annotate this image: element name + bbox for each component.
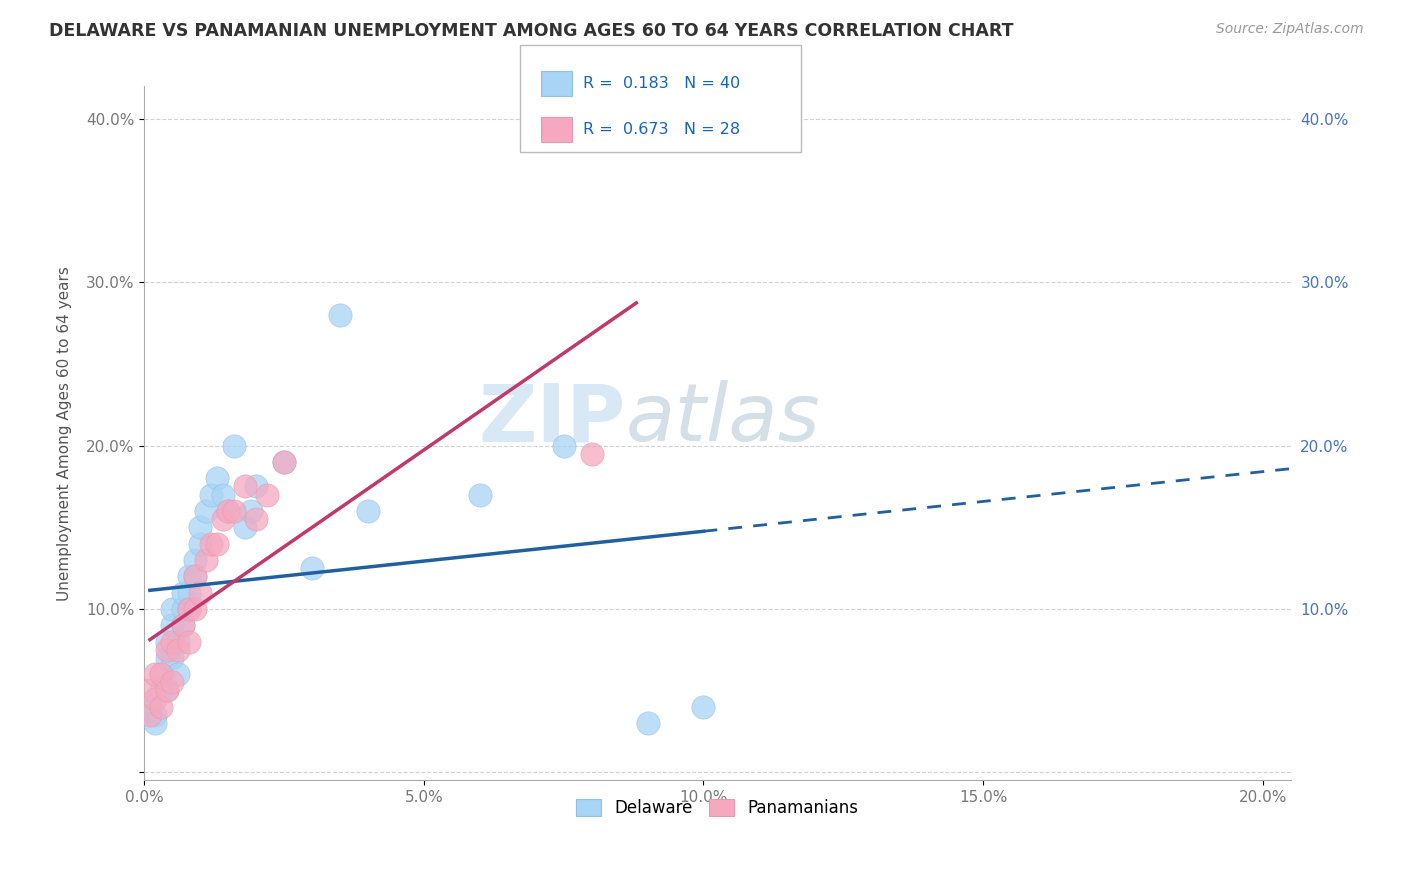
Point (581, 447, 603, 461)
Point (200, 487, 222, 501)
Point (637, 716, 659, 731)
Point (256, 487, 278, 501)
Point (553, 439, 575, 453)
Point (162, 634, 184, 648)
Point (194, 553, 217, 567)
Point (205, 471, 228, 485)
Point (172, 602, 194, 616)
Point (183, 553, 205, 567)
Text: ZIP: ZIP (478, 381, 626, 458)
Point (233, 479, 256, 493)
Point (183, 569, 205, 583)
Point (162, 675, 184, 690)
Point (188, 585, 211, 599)
Point (139, 708, 162, 723)
Point (177, 602, 200, 616)
Point (692, 699, 714, 714)
Point (166, 642, 188, 657)
Point (222, 439, 245, 453)
Text: atlas: atlas (626, 381, 821, 458)
Text: DELAWARE VS PANAMANIAN UNEMPLOYMENT AMONG AGES 60 TO 64 YEARS CORRELATION CHART: DELAWARE VS PANAMANIAN UNEMPLOYMENT AMON… (49, 22, 1014, 40)
Point (172, 618, 194, 632)
Point (205, 536, 228, 550)
Point (217, 504, 239, 518)
Point (222, 504, 245, 518)
Point (468, 487, 491, 501)
Point (156, 642, 179, 657)
Point (145, 716, 167, 731)
Point (194, 504, 217, 518)
Legend: Delaware, Panamanians: Delaware, Panamanians (569, 792, 866, 824)
Point (217, 504, 239, 518)
Point (211, 487, 233, 501)
Point (183, 602, 205, 616)
Point (156, 683, 179, 698)
Point (245, 479, 267, 493)
Y-axis label: Unemployment Among Ages 60 to 64 years: Unemployment Among Ages 60 to 64 years (58, 266, 72, 601)
Point (245, 512, 267, 526)
Point (150, 667, 173, 681)
Point (145, 667, 167, 681)
Point (139, 683, 162, 698)
Point (177, 569, 200, 583)
Point (162, 618, 184, 632)
Point (329, 308, 352, 322)
Point (188, 536, 211, 550)
Point (188, 520, 211, 534)
Point (183, 569, 205, 583)
Point (156, 683, 179, 698)
Point (162, 650, 184, 665)
Point (211, 512, 233, 526)
Point (177, 634, 200, 648)
Point (177, 585, 200, 599)
Point (162, 602, 184, 616)
Point (150, 667, 173, 681)
Point (166, 667, 188, 681)
Point (239, 504, 262, 518)
Point (357, 504, 380, 518)
Point (233, 520, 256, 534)
Point (150, 699, 173, 714)
Point (200, 536, 222, 550)
Text: Source: ZipAtlas.com: Source: ZipAtlas.com (1216, 22, 1364, 37)
Point (177, 602, 200, 616)
Point (145, 708, 167, 723)
Point (172, 585, 194, 599)
Point (145, 691, 167, 706)
Point (139, 699, 162, 714)
Text: R =  0.673   N = 28: R = 0.673 N = 28 (583, 122, 741, 137)
Point (150, 683, 173, 698)
Point (301, 561, 323, 575)
Point (156, 634, 179, 648)
Point (172, 618, 194, 632)
Point (273, 455, 295, 469)
Point (273, 455, 295, 469)
Text: R =  0.183   N = 40: R = 0.183 N = 40 (583, 76, 741, 91)
Point (156, 650, 179, 665)
Point (166, 634, 188, 648)
